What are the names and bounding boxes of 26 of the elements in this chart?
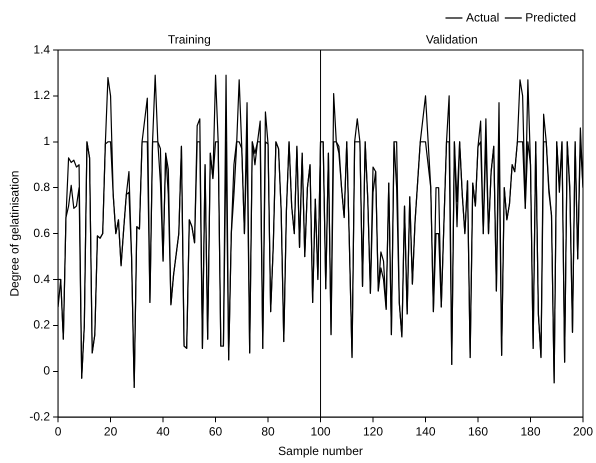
x-axis-title: Sample number [278,444,363,458]
x-tick-label: 100 [310,424,331,439]
y-tick-label: 0 [43,364,50,378]
x-tick-label: 200 [572,424,594,439]
legend-label: Predicted [525,10,576,24]
text: Validation [426,32,478,46]
x-tick-label: 160 [468,424,488,439]
y-tick-label: 0.2 [33,318,50,332]
y-tick-label: 1 [43,134,50,148]
y-axis-title: Degree of gelatinisation [8,170,22,297]
y-tick-label: -0.2 [29,410,50,424]
x-tick-label: 0 [54,424,62,439]
legend-label: Actual [466,10,500,24]
text: Training [168,32,211,46]
x-tick-label: 20 [104,424,118,439]
x-tick-label: 140 [416,424,436,439]
y-tick-label: 0.6 [33,226,50,240]
x-tick-label: 180 [520,424,541,439]
x-tick-label: 60 [208,424,223,439]
y-tick-label: 0.4 [33,272,50,286]
x-tick-label: 80 [261,424,276,439]
y-tick-label: 1.4 [33,42,50,56]
x-tick-label: 40 [156,424,170,439]
x-tick-label: 120 [363,424,384,439]
y-tick-label: 0.8 [33,180,50,194]
y-tick-label: 1.2 [33,88,50,102]
